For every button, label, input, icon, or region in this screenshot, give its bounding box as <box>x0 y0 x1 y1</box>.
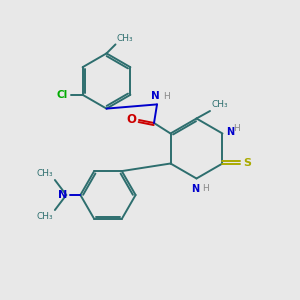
Text: S: S <box>244 158 251 169</box>
Text: Cl: Cl <box>57 90 68 100</box>
Text: H: H <box>233 124 240 133</box>
Text: O: O <box>126 113 136 126</box>
Text: H: H <box>164 92 170 101</box>
Text: N: N <box>191 184 199 194</box>
Text: H: H <box>202 184 209 193</box>
Text: CH₃: CH₃ <box>117 34 134 43</box>
Text: N: N <box>151 91 160 101</box>
Text: N: N <box>58 190 68 200</box>
Text: CH₃: CH₃ <box>37 212 53 221</box>
Text: CH₃: CH₃ <box>212 100 228 109</box>
Text: CH₃: CH₃ <box>37 169 53 178</box>
Text: N: N <box>226 127 234 137</box>
